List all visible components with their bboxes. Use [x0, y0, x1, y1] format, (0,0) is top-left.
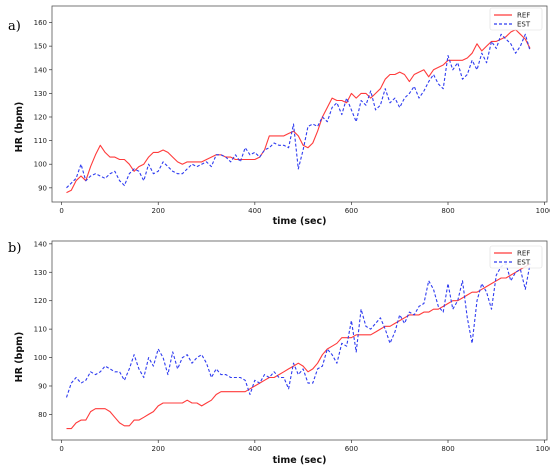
series-line-ref [66, 263, 531, 430]
y-tick-label: 120 [34, 113, 47, 121]
y-tick-label: 150 [34, 43, 47, 51]
plot-frame [51, 5, 548, 203]
y-tick-label: 90 [38, 382, 47, 390]
x-tick-label: 400 [248, 445, 261, 453]
x-tick-label: 200 [152, 445, 165, 453]
legend-label-est: EST [517, 259, 531, 267]
series-line-est [66, 33, 531, 189]
y-tick-label: 100 [34, 354, 47, 362]
chart-panel-b: b) 0 200 400 600 800 1000 80 90 100 110 120 130 140 ti… [8, 240, 550, 466]
y-tick-label: 120 [34, 297, 47, 305]
y-axis-label: HR (bpm) [14, 102, 25, 153]
series-line-est [65, 263, 531, 398]
x-tick-label: 1000 [536, 207, 550, 215]
legend-label-est: EST [517, 21, 531, 29]
series-line-ref [66, 29, 531, 194]
panel-label: b) [8, 241, 21, 256]
y-tick-label: 110 [34, 137, 47, 145]
x-tick-label: 400 [248, 207, 261, 215]
y-tick-label: 130 [34, 90, 47, 98]
y-axis-label: HR (bpm) [14, 332, 25, 383]
chart-panel-a: a) 0 200 400 600 800 1000 90 100 110 120 130 140 150 1… [8, 5, 550, 227]
y-tick-label: 90 [38, 184, 47, 192]
y-tick-label: 160 [34, 19, 47, 27]
x-tick-label: 0 [59, 445, 63, 453]
plot-frame [51, 240, 548, 441]
y-tick-label: 100 [34, 161, 47, 169]
x-axis-label: time (sec) [273, 455, 327, 466]
y-tick-label: 110 [34, 326, 47, 334]
x-tick-label: 600 [345, 207, 358, 215]
x-tick-label: 800 [441, 445, 454, 453]
x-tick-label: 1000 [536, 445, 550, 453]
y-tick-label: 140 [34, 66, 47, 74]
legend-label-ref: REF [517, 250, 530, 258]
y-tick-label: 130 [34, 269, 47, 277]
y-tick-label: 140 [34, 240, 47, 248]
legend-box [489, 7, 543, 31]
panel-label: a) [8, 19, 21, 34]
x-tick-label: 800 [441, 207, 454, 215]
x-tick-label: 200 [152, 207, 165, 215]
x-tick-label: 0 [59, 207, 63, 215]
legend-box [489, 245, 543, 269]
y-tick-label: 80 [38, 411, 47, 419]
x-tick-label: 600 [345, 445, 358, 453]
x-axis-label: time (sec) [273, 216, 327, 227]
legend-label-ref: REF [517, 12, 530, 20]
